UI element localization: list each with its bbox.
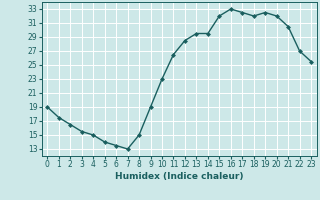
X-axis label: Humidex (Indice chaleur): Humidex (Indice chaleur)	[115, 172, 244, 181]
